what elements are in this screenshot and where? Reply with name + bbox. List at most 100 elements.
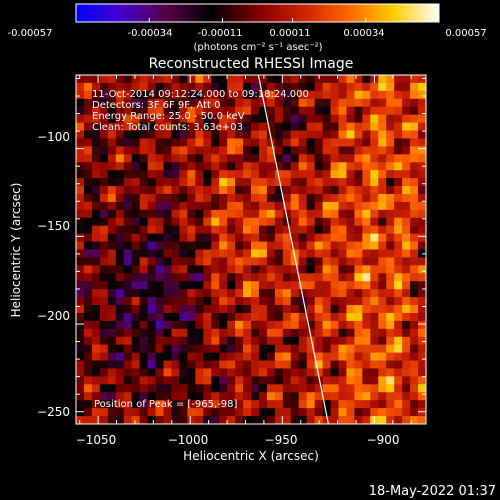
heatmap-cell [258, 193, 268, 203]
heatmap-cell [195, 273, 204, 282]
heatmap-cell [251, 146, 260, 155]
heatmap-cell [171, 154, 180, 163]
heatmap-cell [83, 400, 93, 409]
heatmap-cell [195, 162, 204, 171]
heatmap-cell [370, 305, 379, 314]
heatmap-cell [163, 312, 173, 322]
colorbar-tick-1: -0.00034 [128, 28, 173, 39]
heatmap-cell [330, 352, 340, 362]
heatmap-cell [410, 273, 419, 282]
heatmap-cell [274, 273, 284, 282]
heatmap-cell [107, 98, 117, 108]
heatmap-cell [179, 344, 188, 354]
heatmap-cell [203, 170, 212, 179]
heatmap-cell [402, 352, 411, 362]
heatmap-cell [338, 82, 348, 92]
heatmap-cell [83, 416, 93, 424]
heatmap-cell [362, 82, 371, 92]
heatmap-cell [91, 384, 101, 393]
heatmap-cell [211, 233, 220, 243]
heatmap-cell [131, 392, 141, 401]
heatmap-cell [338, 312, 348, 322]
heatmap-cell [211, 122, 220, 132]
heatmap-cell [274, 233, 284, 243]
heatmap-cell [107, 352, 117, 362]
heatmap-cell [258, 233, 268, 243]
heatmap-cell [195, 82, 204, 92]
heatmap-cell [243, 297, 252, 306]
heatmap-cell [418, 154, 426, 163]
heatmap-cell [227, 376, 236, 385]
heatmap-cell [330, 217, 340, 227]
heatmap-cell [155, 360, 165, 370]
heatmap-cell [386, 312, 395, 322]
heatmap-cell [187, 336, 196, 346]
heatmap-cell [163, 146, 173, 155]
heatmap-cell [290, 122, 300, 132]
heatmap-cell [211, 170, 220, 179]
heatmap-cell [187, 368, 196, 378]
heatmap-cell [251, 162, 260, 171]
heatmap-cell [83, 106, 93, 116]
heatmap-cell [179, 352, 188, 362]
heatmap-cell [418, 193, 426, 203]
heatmap-cell [147, 328, 157, 338]
heatmap-cell [362, 320, 371, 330]
heatmap-cell [219, 257, 228, 266]
annotation-clean-counts: Clean: Total counts: 3.63e+03 [92, 122, 243, 133]
heatmap-cell [330, 368, 340, 378]
heatmap-cell [235, 241, 244, 251]
heatmap-cell [115, 384, 125, 393]
heatmap-cell [203, 352, 212, 362]
heatmap-cell [338, 352, 348, 362]
heatmap-cell [211, 257, 220, 266]
heatmap-cell [83, 336, 93, 346]
heatmap-cell [139, 305, 149, 314]
heatmap-cell [123, 281, 133, 290]
heatmap-cell [179, 376, 188, 385]
heatmap-cell [354, 106, 363, 116]
heatmap-cell [115, 106, 125, 116]
heatmap-cell [219, 217, 228, 227]
heatmap-cell [354, 225, 363, 235]
heatmap-cell [418, 392, 426, 401]
heatmap-cell [378, 257, 387, 266]
heatmap-cell [155, 281, 165, 290]
heatmap-cell [402, 408, 411, 417]
heatmap-cell [266, 106, 276, 116]
heatmap-cell [410, 114, 419, 124]
heatmap-cell [115, 233, 125, 243]
heatmap-cell [115, 265, 125, 274]
heatmap-cell [235, 170, 244, 179]
heatmap-cell [251, 193, 260, 203]
heatmap-cell [251, 289, 260, 298]
heatmap-cell [131, 170, 141, 179]
heatmap-cell [91, 225, 101, 235]
heatmap-cell [251, 233, 260, 243]
heatmap-cell [76, 154, 85, 163]
heatmap-cell [203, 241, 212, 251]
heatmap-cell [163, 289, 173, 298]
heatmap-cell [235, 186, 244, 195]
heatmap-cell [219, 344, 228, 354]
heatmap-cell [378, 106, 387, 116]
heatmap-cell [83, 130, 93, 140]
heatmap-cell [410, 82, 419, 92]
heatmap-cell [163, 416, 173, 424]
heatmap-cell [378, 114, 387, 124]
heatmap-cell [211, 368, 220, 378]
heatmap-cell [370, 368, 379, 378]
heatmap-cell [195, 352, 204, 362]
heatmap-cell [123, 186, 133, 195]
heatmap-cell [203, 178, 212, 187]
heatmap-cell [107, 209, 117, 219]
heatmap-cell [362, 257, 371, 266]
heatmap-cell [171, 320, 180, 330]
heatmap-cell [227, 257, 236, 266]
heatmap-cell [306, 352, 316, 362]
heatmap-cell [386, 122, 395, 132]
heatmap-cell [76, 233, 85, 243]
heatmap-cell [362, 170, 371, 179]
heatmap-cell [83, 186, 93, 195]
heatmap-cell [179, 392, 188, 401]
